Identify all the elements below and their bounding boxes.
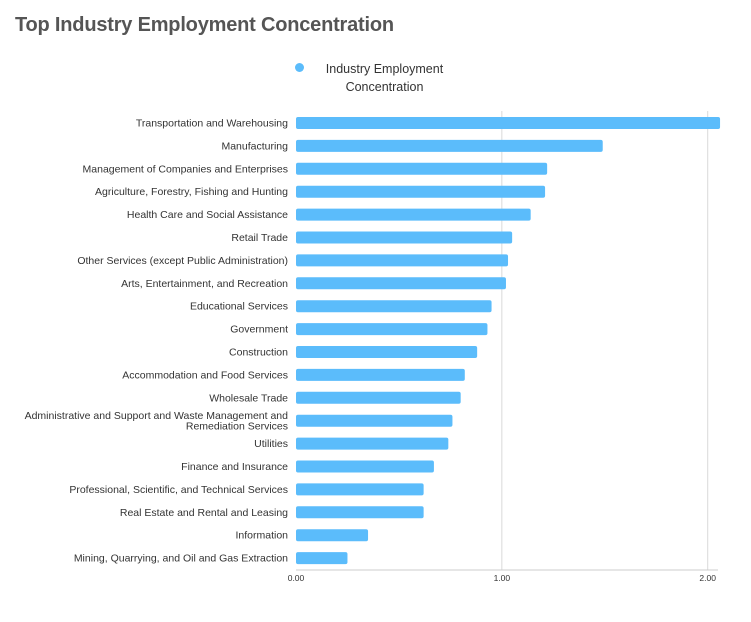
bar-4 xyxy=(296,185,546,198)
bar-19 xyxy=(296,529,369,542)
legend-marker xyxy=(295,63,304,72)
category-label-16: Finance and Insurance xyxy=(181,461,288,473)
bar-3 xyxy=(296,162,548,175)
category-label-4: Agriculture, Forestry, Fishing and Hunti… xyxy=(95,186,288,198)
bar-17 xyxy=(296,483,424,496)
bar-7 xyxy=(296,254,509,267)
category-label-18: Real Estate and Rental and Leasing xyxy=(120,507,288,519)
bar-10 xyxy=(296,323,488,336)
category-label-2: Manufacturing xyxy=(221,140,288,152)
category-label-7: Other Services (except Public Administra… xyxy=(77,255,288,267)
legend-label: Industry Employment Concentration xyxy=(325,62,444,94)
category-label-15: Utilities xyxy=(254,438,288,450)
category-label-5: Health Care and Social Assistance xyxy=(127,209,288,221)
category-label-12: Accommodation and Food Services xyxy=(122,369,288,381)
bar-12 xyxy=(296,368,465,381)
category-label-10: Government xyxy=(230,324,288,336)
category-label-17: Professional, Scientific, and Technical … xyxy=(69,484,288,496)
x-tick-label-1: 1.00 xyxy=(494,573,511,583)
bar-14 xyxy=(296,414,453,427)
category-label-11: Construction xyxy=(229,347,288,359)
category-label-6: Retail Trade xyxy=(231,232,288,244)
bar-9 xyxy=(296,300,492,313)
bar-16 xyxy=(296,460,434,473)
bar-1 xyxy=(296,117,721,129)
x-tick-label-2: 2.00 xyxy=(699,573,716,583)
bar-11 xyxy=(296,346,478,358)
bar-20 xyxy=(296,552,348,565)
category-label-9: Educational Services xyxy=(190,301,288,313)
bar-6 xyxy=(296,231,513,244)
bar-8 xyxy=(296,277,506,290)
category-label-19: Information xyxy=(235,530,288,542)
chart-title: Top Industry Employment Concentration xyxy=(15,14,394,36)
bar-13 xyxy=(296,391,461,404)
bar-15 xyxy=(296,437,449,450)
category-label-13: Wholesale Trade xyxy=(209,392,288,404)
category-label-3: Management of Companies and Enterprises xyxy=(83,163,288,175)
category-label-1: Transportation and Warehousing xyxy=(136,118,288,130)
x-tick-label-0: 0.00 xyxy=(288,573,305,583)
bar-18 xyxy=(296,506,424,519)
category-label-20: Mining, Quarrying, and Oil and Gas Extra… xyxy=(74,553,288,565)
bar-5 xyxy=(296,208,531,221)
category-label-8: Arts, Entertainment, and Recreation xyxy=(121,278,288,290)
category-label-14: Administrative and Support and Waste Man… xyxy=(25,410,289,433)
bar-2 xyxy=(296,139,603,152)
legend: Industry Employment Concentration xyxy=(295,60,457,96)
